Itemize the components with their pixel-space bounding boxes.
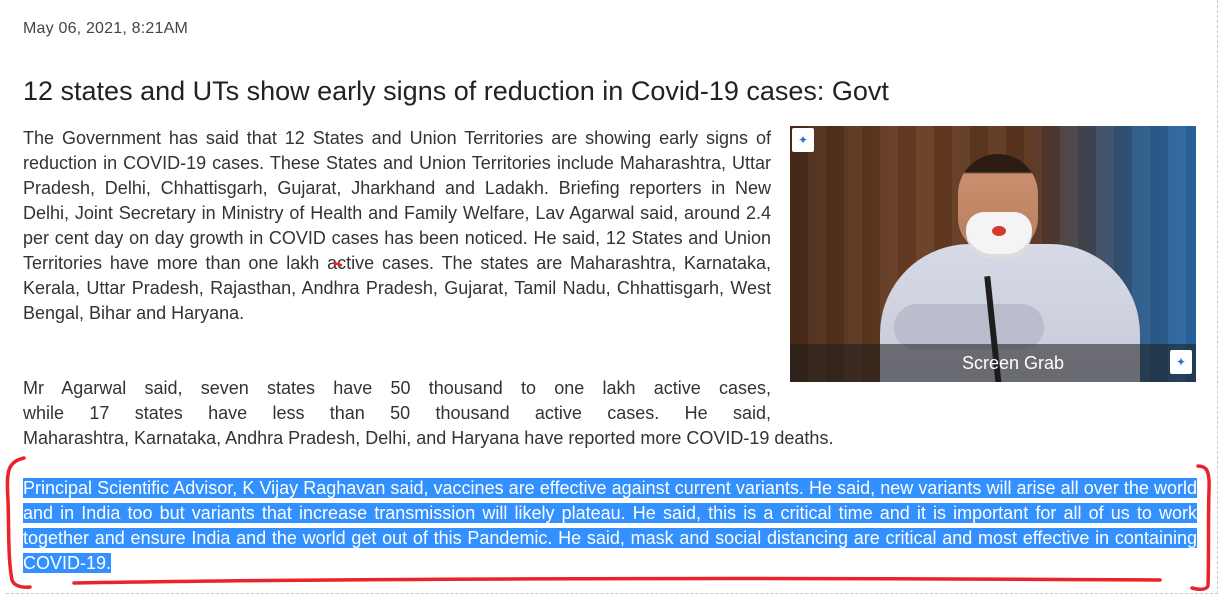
photo-arm bbox=[894, 304, 1044, 350]
photo-mask bbox=[966, 212, 1032, 258]
broadcaster-logo-icon: ✦ bbox=[792, 128, 814, 152]
article-frame bbox=[6, 0, 1218, 594]
article-date: May 06, 2021, 8:21AM bbox=[23, 20, 188, 37]
paragraph-2-line: Mr Agarwal said, seven states have 50 th… bbox=[23, 378, 771, 398]
article-paragraph-2[interactable]: Mr Agarwal said, seven states have 50 th… bbox=[23, 376, 834, 451]
paragraph-2-line: while 17 states have less than 50 thousa… bbox=[23, 403, 771, 423]
paragraph-2-line: Maharashtra, Karnataka, Andhra Pradesh, … bbox=[23, 428, 834, 448]
annotation-right-bracket bbox=[1190, 464, 1211, 592]
annotation-left-bracket bbox=[5, 456, 32, 589]
photo-caption: Screen Grab bbox=[961, 353, 1064, 373]
article-photo[interactable]: Screen Grab ✦ ✦ bbox=[790, 126, 1196, 382]
photo-caption-bar bbox=[790, 344, 1196, 382]
broadcaster-logo-icon: ✦ bbox=[1170, 350, 1192, 374]
article-headline[interactable]: 12 states and UTs show early signs of re… bbox=[23, 76, 889, 106]
article-paragraph-1[interactable]: The Government has said that 12 States a… bbox=[23, 128, 771, 323]
annotation-underline bbox=[72, 576, 1162, 585]
selected-paragraph-3[interactable]: Principal Scientific Advisor, K Vijay Ra… bbox=[23, 476, 1197, 576]
annotation-dot bbox=[332, 261, 343, 267]
